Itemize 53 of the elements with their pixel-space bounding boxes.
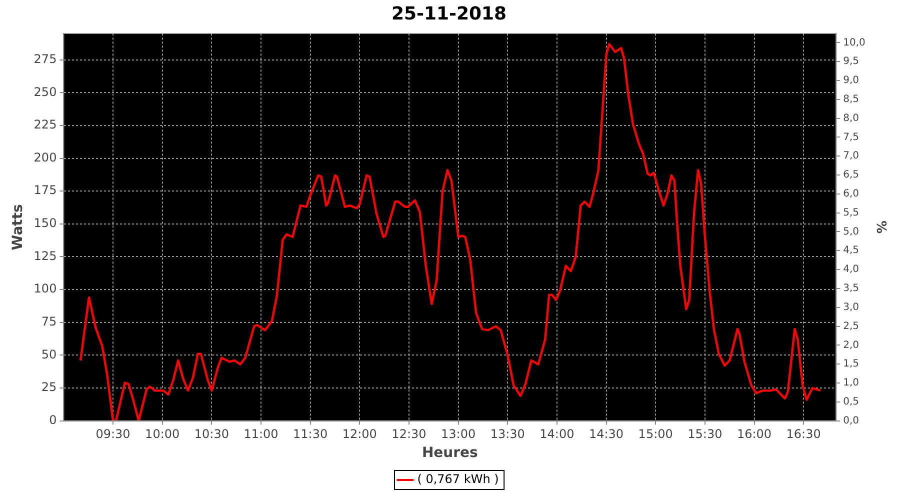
y-tick-label: 25 [41, 380, 57, 394]
y2-tick-label: 5,5 [843, 207, 860, 218]
y2-tick-label: 10,0 [843, 37, 866, 48]
x-tick-label: 11:00 [244, 427, 278, 442]
x-tick-label: 14:30 [588, 427, 624, 442]
x-tick-label: 12:00 [342, 427, 377, 442]
y2-tick-label: 0,0 [843, 415, 860, 426]
y2-tick-label: 1,5 [843, 358, 860, 370]
y-tick-label: 150 [34, 216, 57, 230]
y2-tick-label: 2,0 [843, 340, 860, 351]
y2-tick-label: 6,5 [843, 170, 860, 181]
x-tick-label: 10:00 [145, 427, 180, 442]
y2-tick-label: 6,0 [843, 188, 860, 200]
y2-tick-label: 4,0 [843, 264, 860, 276]
y-tick-label: 175 [34, 183, 57, 198]
x-tick-label: 16:00 [736, 427, 772, 442]
y2-tick-label: 2,5 [843, 320, 860, 332]
x-tick-label: 13:30 [490, 427, 525, 442]
y-tick-label: 50 [41, 347, 57, 362]
y2-tick-label: 7,0 [843, 150, 860, 162]
y-tick-label: 250 [34, 84, 57, 99]
x-tick-label: 14:00 [540, 427, 574, 442]
y-tick-label: 225 [34, 118, 57, 132]
y-tick-label: 0 [49, 412, 57, 427]
y-tick-label: 125 [34, 248, 57, 263]
x-tick-label: 13:00 [441, 427, 476, 442]
x-tick-label: 11:30 [293, 427, 328, 442]
y2-tick-label: 3,5 [843, 283, 860, 294]
y-tick-label: 275 [34, 52, 57, 66]
y2-axis-title: % [872, 220, 888, 234]
chart-title: 25-11-2018 [391, 3, 507, 24]
y2-tick-label: 5,0 [843, 226, 860, 238]
x-tick-label: 16:30 [786, 427, 821, 442]
y2-tick-label: 9,0 [843, 75, 860, 86]
x-tick-label: 10:30 [194, 427, 229, 442]
y2-tick-label: 3,0 [843, 302, 860, 313]
x-tick-label: 09:30 [96, 427, 130, 442]
x-tick-label: 12:30 [392, 427, 426, 442]
y2-tick-label: 1,0 [843, 378, 860, 389]
legend-label: ( 0,767 kWh ) [417, 472, 499, 486]
y2-tick-label: 8,5 [843, 94, 860, 105]
x-axis-title: Heures [422, 445, 478, 462]
y2-tick-label: 7,5 [843, 132, 860, 143]
x-tick-label: 15:30 [688, 427, 722, 442]
y2-tick-label: 4,5 [843, 245, 860, 256]
y2-tick-label: 8,0 [843, 112, 860, 124]
x-tick-label: 15:00 [638, 427, 673, 442]
y-tick-label: 100 [34, 282, 57, 296]
y-tick-label: 200 [34, 150, 57, 164]
y2-tick-label: 9,5 [843, 56, 860, 68]
y-tick-label: 75 [41, 314, 57, 328]
y2-tick-label: 0,5 [843, 396, 860, 408]
y-axis-title: Watts [10, 204, 26, 250]
